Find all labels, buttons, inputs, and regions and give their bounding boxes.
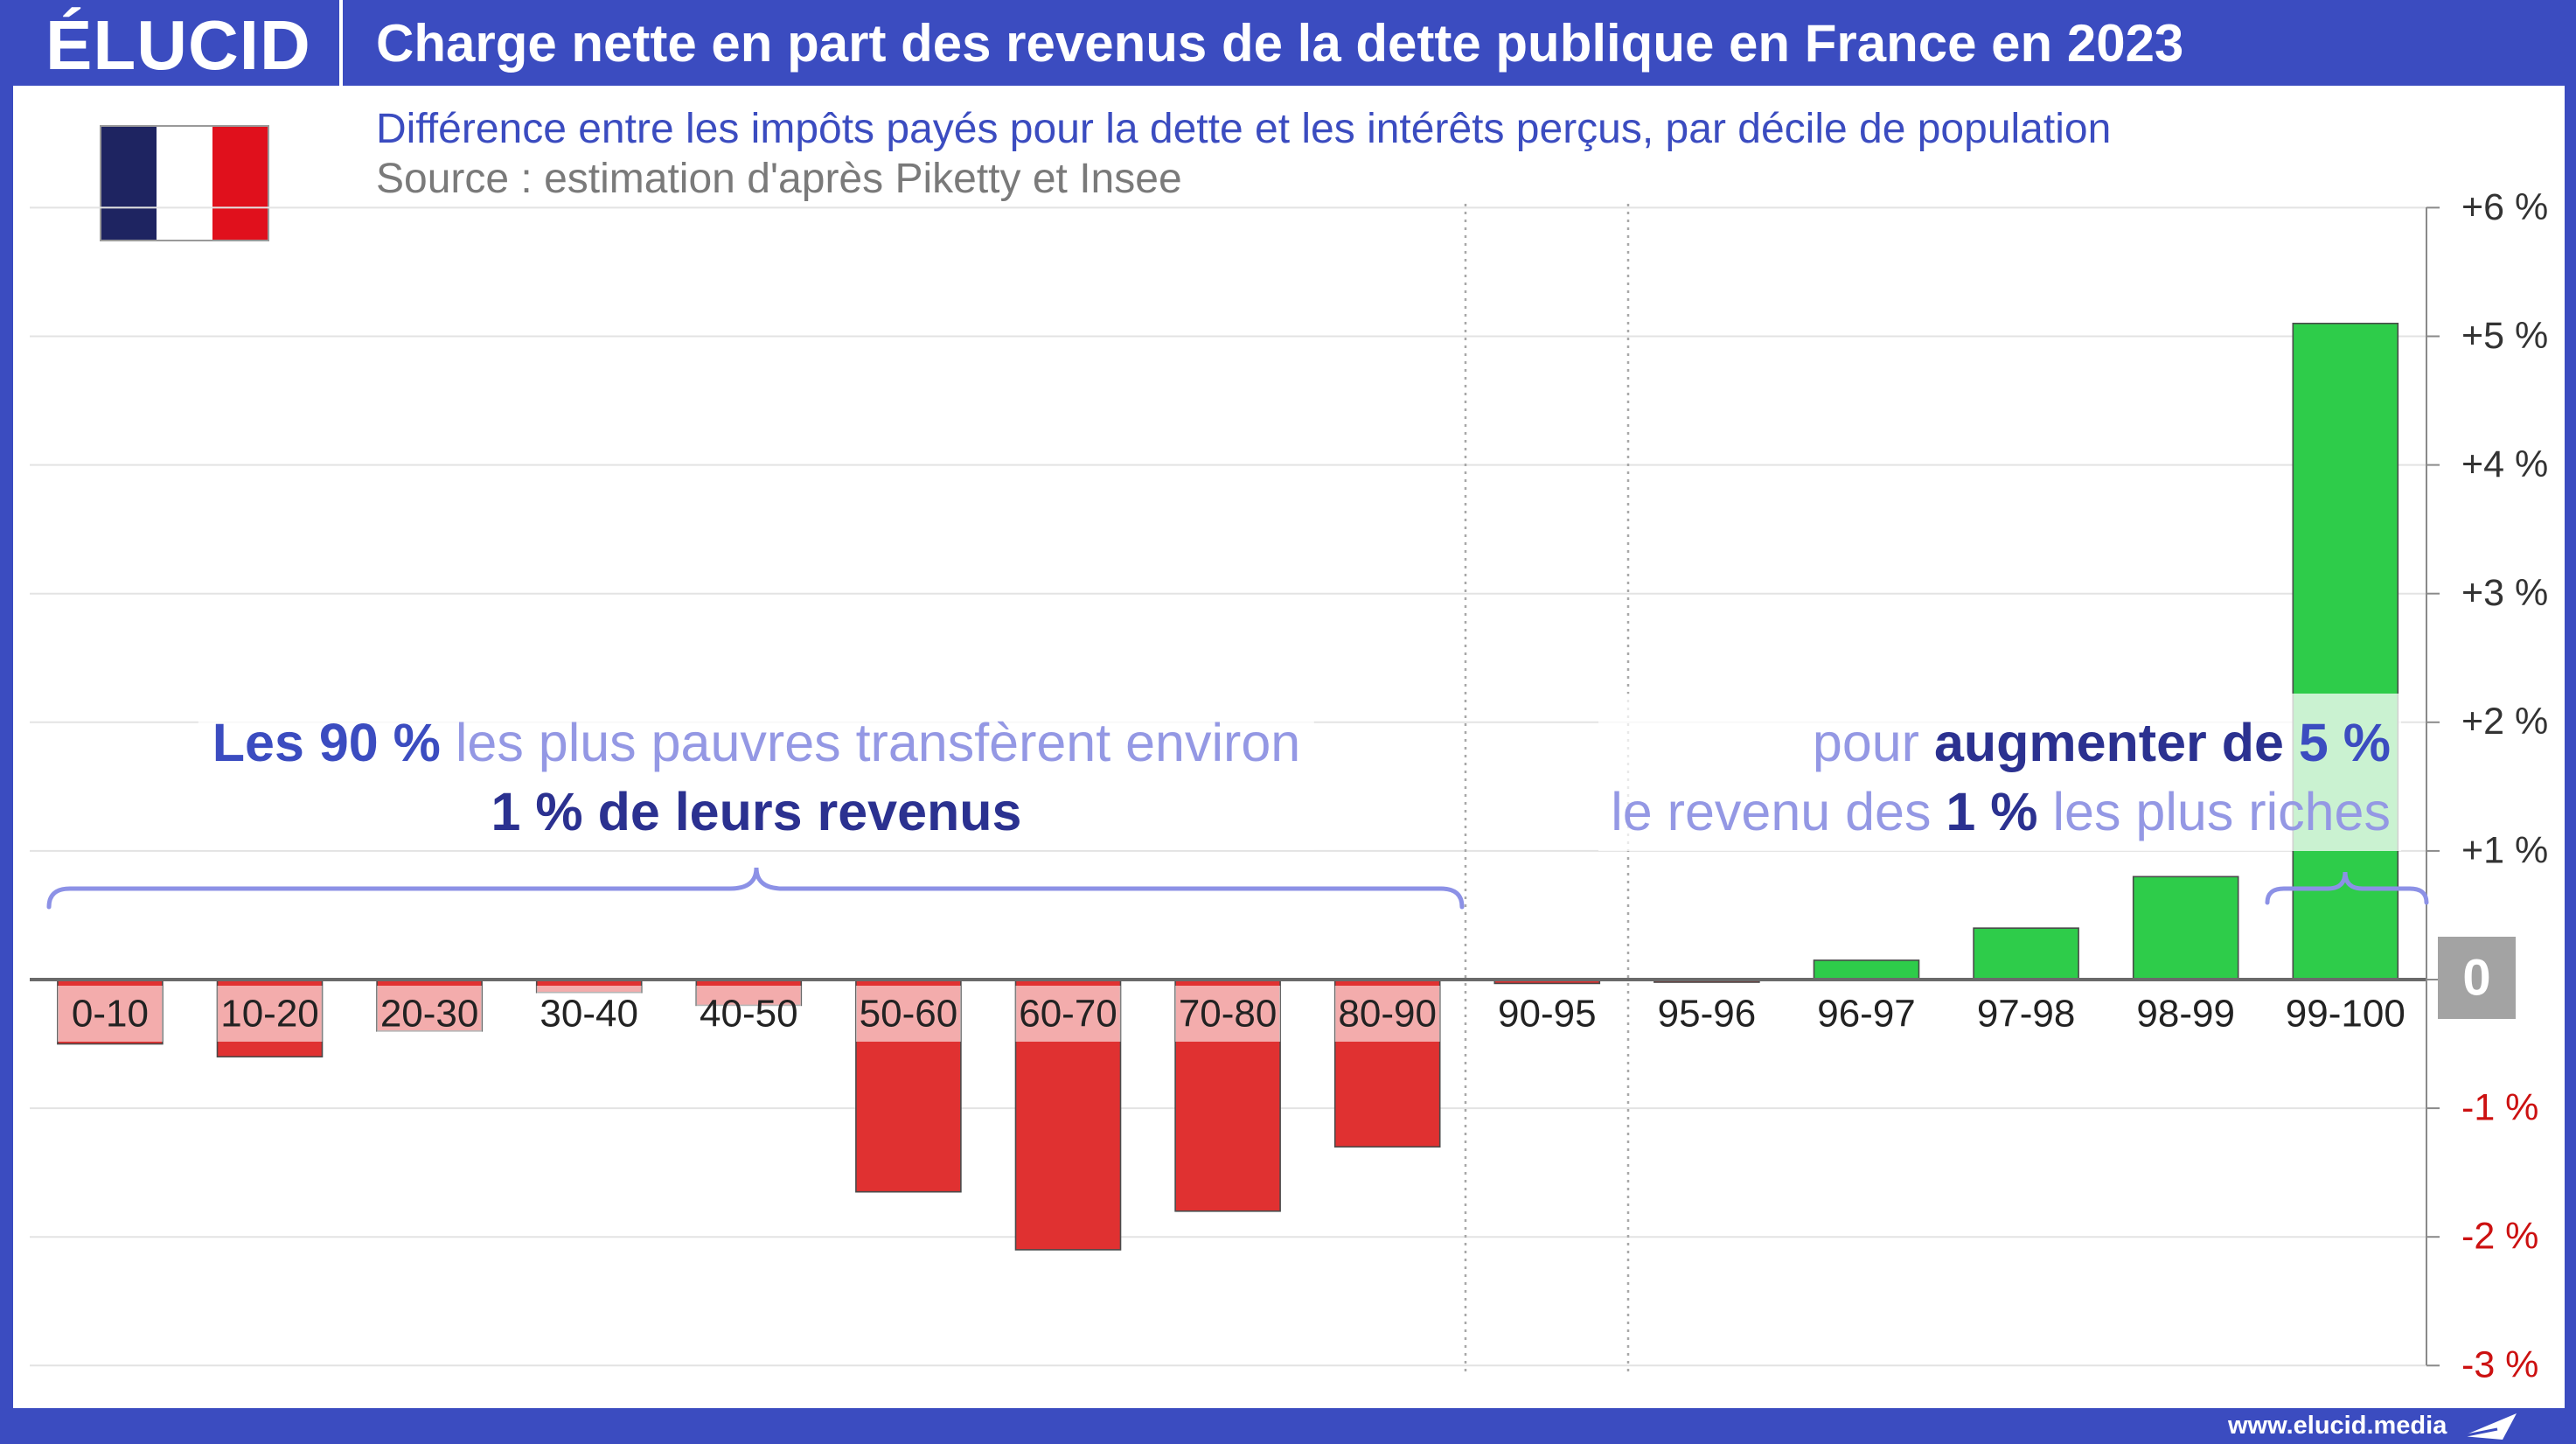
category-label-bg [1814, 986, 1919, 1042]
category-labels: 0-10 10-20 20-30 30-40 40-50 50-60 60-70 70-80 8… [57, 986, 2405, 1042]
braces [46, 867, 2429, 910]
category-label: 60-70 [1019, 993, 1117, 1036]
category-label: 99-100 [2286, 993, 2405, 1036]
flag-red-stripe [212, 127, 268, 240]
header-bar [0, 0, 2576, 86]
annotation-text: les plus riches [2037, 782, 2391, 841]
y-tick-label: -3 % [2461, 1344, 2538, 1386]
chart-subtitle: Différence entre les impôts payés pour l… [376, 106, 2112, 152]
category-label-bg [1175, 986, 1281, 1042]
category-label-bg [57, 986, 163, 1042]
bar-98-99 [2132, 875, 2239, 980]
chart-source: Source : estimation d'après Piketty et I… [376, 156, 1182, 202]
category-label: 90-95 [1498, 993, 1597, 1036]
category-label: 96-97 [1817, 993, 1916, 1036]
category-label-bg [1974, 986, 2079, 1042]
y-tick-label: -2 % [2461, 1216, 2538, 1258]
category-label-bg [536, 986, 642, 1042]
paper-plane-fold [2461, 1427, 2498, 1438]
category-label-bg [1015, 986, 1121, 1042]
category-label: 50-60 [860, 993, 958, 1036]
bar-96-97 [1813, 959, 1920, 980]
flag-white-stripe [157, 127, 212, 240]
category-label: 40-50 [700, 993, 798, 1036]
category-label: 97-98 [1977, 993, 2076, 1036]
category-label: 30-40 [540, 993, 638, 1036]
category-label: 80-90 [1338, 993, 1437, 1036]
y-tick-label: +5 % [2461, 315, 2548, 357]
annotation-line: Les 90 % les plus pauvres transfèrent en… [212, 708, 1300, 778]
category-label-bg [2293, 986, 2398, 1042]
category-label: 95-96 [1658, 993, 1757, 1036]
annotation-text: pour [1812, 713, 1934, 772]
annotation-highlight: 5 % [2298, 713, 2391, 772]
category-label-bg [1494, 986, 1600, 1042]
bar-97-98 [1973, 927, 2079, 980]
annotation-line: le revenu des 1 % les plus riches [1611, 778, 2391, 847]
y-axis-ticks: +6 % +5 % +4 % +3 % +2 % +1 % 0 -1 % -2 % -3 % [2426, 186, 2548, 1386]
annotation-highlight: 1 % [1946, 782, 2038, 841]
annotation-highlight: augmenter de [1933, 713, 2299, 772]
category-label-bg [2133, 986, 2238, 1042]
header-divider [339, 0, 343, 86]
right-brace [2265, 871, 2429, 905]
left-brace [46, 867, 1465, 910]
annotation-highlight: 1 % de leurs revenus [491, 782, 1022, 841]
category-label: 98-99 [2136, 993, 2235, 1036]
flag-blue-stripe [101, 127, 157, 240]
category-label-bg [1654, 986, 1759, 1042]
footer-bar [0, 1408, 2576, 1444]
y-tick-label: +3 % [2461, 572, 2548, 614]
left-border [0, 0, 13, 1444]
y-tick-label: +2 % [2461, 701, 2548, 743]
category-label-bg [696, 986, 802, 1042]
annotation-line: 1 % de leurs revenus [212, 778, 1300, 847]
y-tick-label: -1 % [2461, 1086, 2538, 1128]
chart-title: Charge nette en part des revenus de la d… [376, 14, 2184, 73]
annotation-line: pour augmenter de 5 % [1611, 708, 2391, 778]
france-flag-icon [101, 127, 268, 240]
zero-tick-label: 0 [2462, 949, 2490, 1006]
annotation-poorest-90: Les 90 % les plus pauvres transfèrent en… [198, 700, 1315, 850]
y-tick-label: +6 % [2461, 186, 2548, 228]
category-label-bg [855, 986, 961, 1042]
annotation-text: le revenu des [1611, 782, 1946, 841]
elucid-logo: ÉLUCID [45, 6, 311, 84]
right-border [2565, 0, 2576, 1444]
category-label: 10-20 [220, 993, 319, 1036]
annotation-highlight: Les 90 % [212, 713, 441, 772]
bar-99-100 [2292, 322, 2399, 980]
paper-plane-icon [2461, 1413, 2517, 1440]
website-link[interactable]: www.elucid.media [2228, 1412, 2447, 1440]
annotation-text: les plus pauvres transfèrent environ [440, 713, 1301, 772]
zero-label-box [2438, 937, 2516, 1019]
category-label-bg [377, 986, 483, 1042]
category-label: 20-30 [380, 993, 479, 1036]
y-tick-label: +1 % [2461, 829, 2548, 871]
y-tick-label: +4 % [2461, 443, 2548, 485]
category-label: 0-10 [72, 993, 149, 1036]
category-label: 70-80 [1179, 993, 1278, 1036]
category-label-bg [1334, 986, 1440, 1042]
category-label-bg [217, 986, 323, 1042]
annotation-richest-1: pour augmenter de 5 % le revenu des 1 % … [1598, 694, 2401, 851]
